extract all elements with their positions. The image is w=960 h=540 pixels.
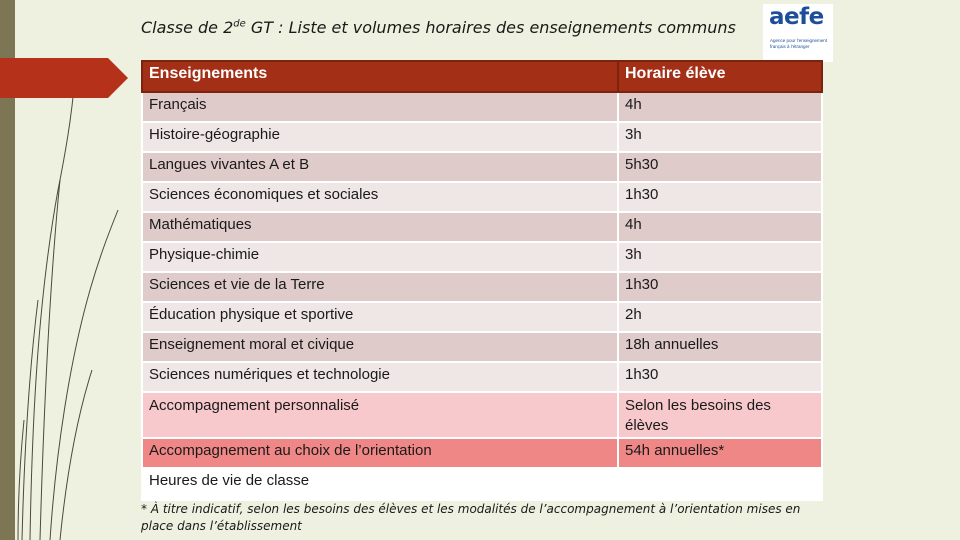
table-row: Français 4h	[141, 91, 823, 123]
hours-cell: 18h annuelles	[617, 331, 823, 363]
subject-cell: Français	[141, 91, 619, 123]
table-row: Heures de vie de classe	[141, 467, 823, 501]
hours-cell: 3h	[617, 241, 823, 273]
hours-cell: 54h annuelles*	[617, 437, 823, 469]
table-row: Accompagnement personnalisé Selon les be…	[141, 391, 823, 439]
header-hours: Horaire élève	[617, 60, 823, 93]
title-accent-arrow	[0, 58, 128, 98]
subject-cell: Langues vivantes A et B	[141, 151, 619, 183]
table-row: Accompagnement au choix de l’orientation…	[141, 437, 823, 469]
subject-cell: Sciences numériques et technologie	[141, 361, 619, 393]
hours-cell	[617, 467, 823, 501]
table-row: Langues vivantes A et B 5h30	[141, 151, 823, 183]
footnote: * À titre indicatif, selon les besoins d…	[141, 502, 801, 533]
title-rest: GT : Liste et volumes horaires des ensei…	[245, 18, 736, 37]
header-subjects: Enseignements	[141, 60, 619, 93]
subject-cell: Accompagnement au choix de l’orientation	[141, 437, 619, 469]
subject-cell: Histoire-géographie	[141, 121, 619, 153]
subject-cell: Mathématiques	[141, 211, 619, 243]
subject-cell: Heures de vie de classe	[141, 467, 619, 501]
hours-cell: 1h30	[617, 181, 823, 213]
subject-cell: Sciences et vie de la Terre	[141, 271, 619, 303]
hours-cell: 5h30	[617, 151, 823, 183]
subject-cell: Éducation physique et sportive	[141, 301, 619, 333]
table-row: Enseignement moral et civique 18h annuel…	[141, 331, 823, 363]
logo-wordmark: aefe	[769, 4, 824, 30]
logo-subtitle: Agence pour l’enseignement français à l’…	[770, 38, 828, 49]
subject-cell: Sciences économiques et sociales	[141, 181, 619, 213]
table-row: Physique-chimie 3h	[141, 241, 823, 273]
subject-cell: Accompagnement personnalisé	[141, 391, 619, 439]
hours-cell: 1h30	[617, 361, 823, 393]
left-sidebar-bar	[0, 0, 15, 540]
hours-cell: 3h	[617, 121, 823, 153]
page-title: Classe de 2de GT : Liste et volumes hora…	[141, 18, 736, 37]
hours-cell: 4h	[617, 91, 823, 123]
subjects-hours-table: Enseignements Horaire élève Français 4h …	[141, 60, 823, 501]
decorative-grass-lines	[17, 59, 119, 540]
table-row: Sciences numériques et technologie 1h30	[141, 361, 823, 393]
table-row: Sciences économiques et sociales 1h30	[141, 181, 823, 213]
title-superscript: de	[233, 18, 246, 30]
hours-cell: Selon les besoins des élèves	[617, 391, 823, 439]
subject-cell: Physique-chimie	[141, 241, 619, 273]
table-row: Mathématiques 4h	[141, 211, 823, 243]
table-row: Éducation physique et sportive 2h	[141, 301, 823, 333]
title-main: Classe de 2	[141, 18, 234, 37]
table-row: Sciences et vie de la Terre 1h30	[141, 271, 823, 303]
hours-cell: 1h30	[617, 271, 823, 303]
table-row: Histoire-géographie 3h	[141, 121, 823, 153]
hours-cell: 4h	[617, 211, 823, 243]
table-header-row: Enseignements Horaire élève	[141, 60, 823, 93]
aefe-logo: aefe Agence pour l’enseignement français…	[763, 4, 833, 62]
hours-cell: 2h	[617, 301, 823, 333]
subject-cell: Enseignement moral et civique	[141, 331, 619, 363]
